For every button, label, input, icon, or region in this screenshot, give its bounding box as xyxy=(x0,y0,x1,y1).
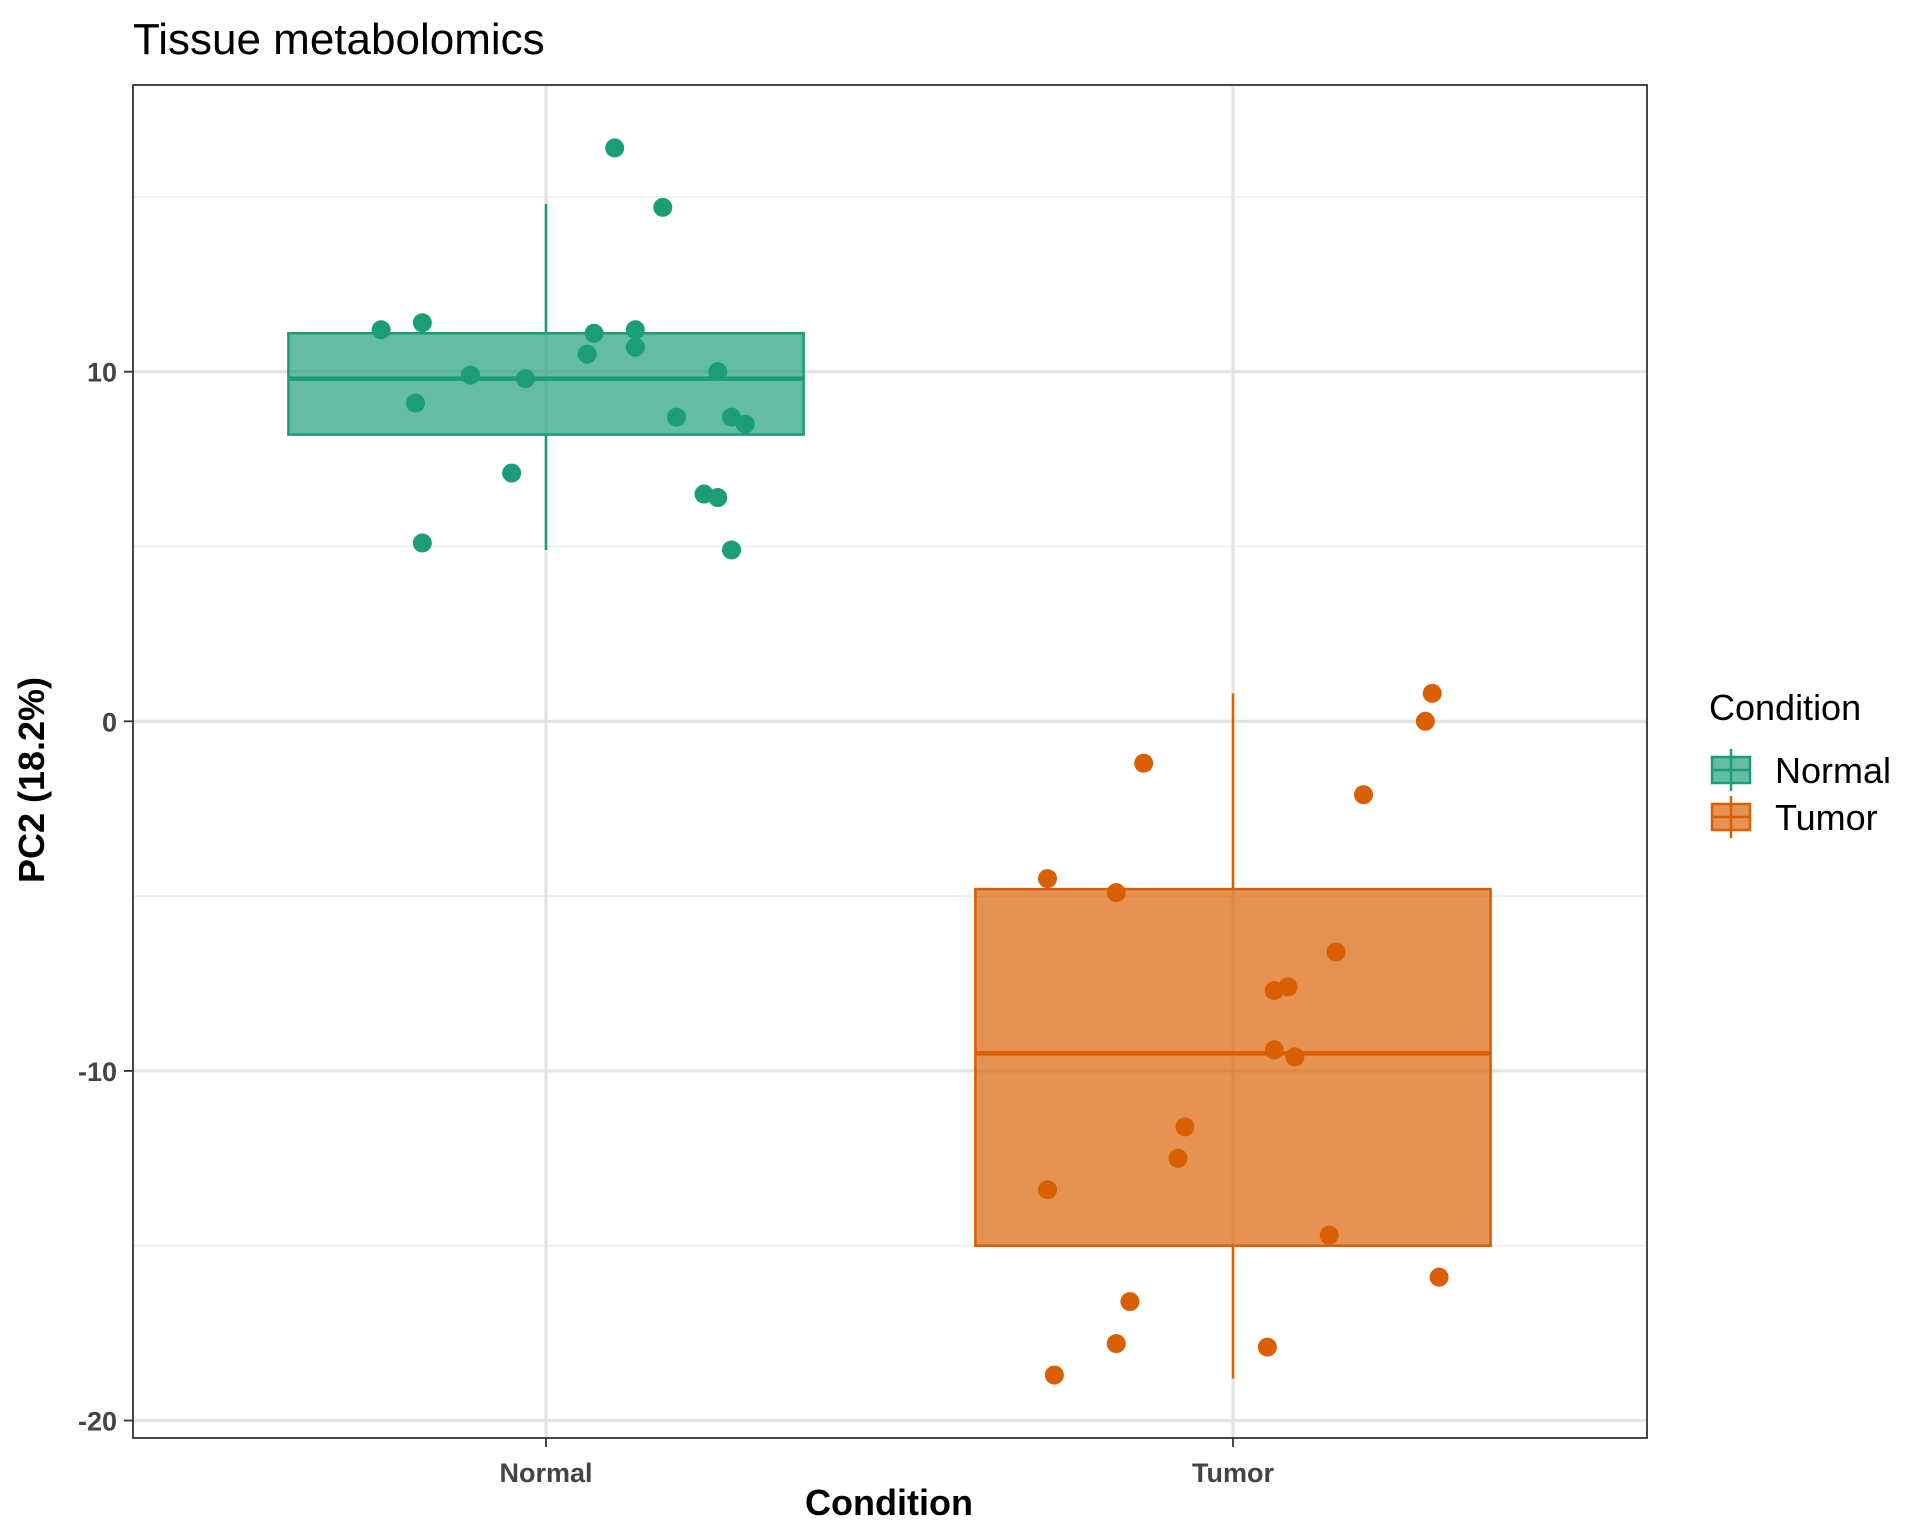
data-point-tumor xyxy=(1326,942,1346,962)
x-tick-label: Normal xyxy=(499,1458,592,1488)
data-point-normal xyxy=(667,407,687,427)
data-point-tumor xyxy=(1038,869,1058,889)
data-point-normal xyxy=(577,344,597,364)
data-point-tumor xyxy=(1354,785,1374,805)
plot-area: -20 -10 0 10 Normal Tumor xyxy=(78,84,1648,1488)
data-point-normal xyxy=(625,320,645,340)
box-tumor xyxy=(974,887,1492,1247)
data-point-normal xyxy=(625,337,645,357)
data-point-tumor xyxy=(1422,683,1442,703)
data-point-normal xyxy=(515,369,535,389)
data-point-tumor xyxy=(1429,1267,1449,1287)
data-point-tumor xyxy=(1319,1225,1339,1245)
x-axis-title: Condition xyxy=(805,1482,973,1523)
y-tick-label: 10 xyxy=(87,358,117,388)
data-point-normal xyxy=(502,463,522,483)
data-point-tumor xyxy=(1120,1292,1140,1312)
data-point-tumor xyxy=(1106,1334,1126,1354)
legend-label-normal: Normal xyxy=(1775,750,1891,791)
data-point-normal xyxy=(653,197,673,217)
data-point-normal xyxy=(708,488,728,508)
legend: Condition Normal Tumor xyxy=(1709,687,1891,838)
data-point-normal xyxy=(708,362,728,382)
data-point-normal xyxy=(460,365,480,385)
data-point-normal xyxy=(735,414,755,434)
data-point-tumor xyxy=(1415,711,1435,731)
data-point-normal xyxy=(584,323,604,343)
chart-title: Tissue metabolomics xyxy=(133,15,545,64)
data-point-tumor xyxy=(1278,977,1298,997)
y-tick-label: -20 xyxy=(78,1407,117,1437)
box-normal xyxy=(287,331,805,436)
data-point-tumor xyxy=(1175,1117,1195,1137)
data-point-tumor xyxy=(1168,1148,1188,1168)
data-point-normal xyxy=(371,320,391,340)
panel-border xyxy=(132,84,1648,1439)
data-point-tumor xyxy=(1264,1040,1284,1060)
data-point-tumor xyxy=(1044,1365,1064,1385)
data-point-tumor xyxy=(1257,1337,1277,1357)
y-tick-label: 0 xyxy=(102,707,117,737)
y-tick-label: -10 xyxy=(78,1057,117,1087)
data-point-normal xyxy=(412,533,432,553)
data-point-tumor xyxy=(1134,753,1154,773)
data-point-tumor xyxy=(1106,883,1126,903)
data-point-normal xyxy=(605,138,625,158)
data-point-tumor xyxy=(1038,1180,1058,1200)
x-tick-label: Tumor xyxy=(1192,1458,1274,1488)
data-point-normal xyxy=(405,393,425,413)
data-point-tumor xyxy=(1285,1047,1305,1067)
legend-title: Condition xyxy=(1709,687,1861,728)
legend-label-tumor: Tumor xyxy=(1775,797,1878,838)
data-point-normal xyxy=(412,313,432,333)
data-point-normal xyxy=(721,540,741,560)
y-axis-title: PC2 (18.2%) xyxy=(11,677,52,883)
